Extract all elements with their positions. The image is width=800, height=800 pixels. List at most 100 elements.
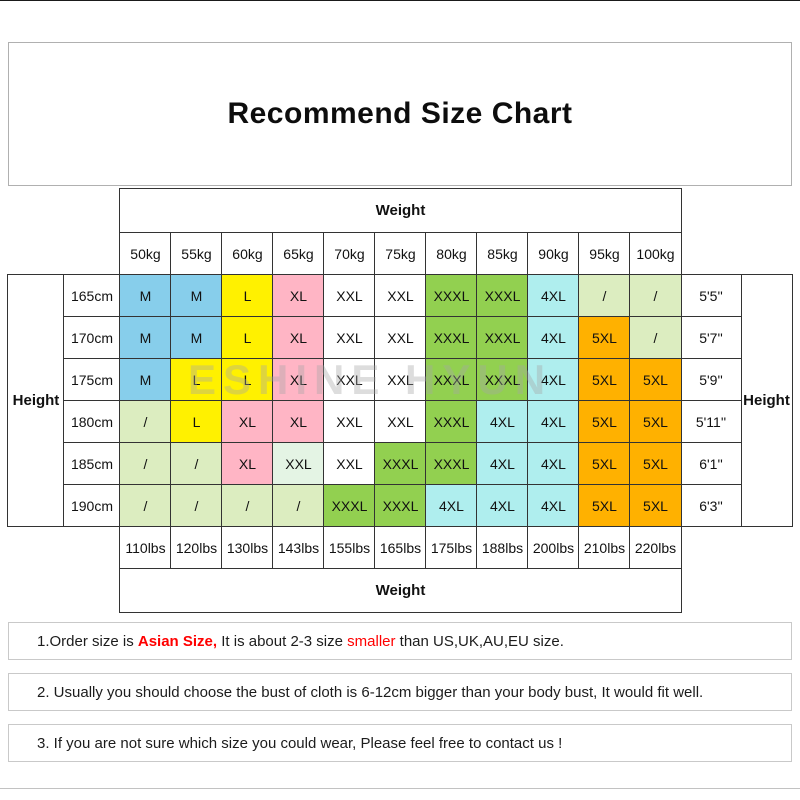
table-wrap: ESHINE HYUN Weight 50kg 55kg 60kg 65kg 70kg 75… xyxy=(0,188,800,613)
note-text-segment: smaller xyxy=(347,632,396,650)
note-text-segment: Asian Size, xyxy=(137,632,218,650)
note-2: 2. Usually you should choose the bust of… xyxy=(8,673,792,711)
size-cell: L xyxy=(221,274,274,317)
size-cell: L xyxy=(221,316,274,359)
size-cell: / xyxy=(221,484,274,527)
size-cell: 4XL xyxy=(527,274,580,317)
size-cell: 4XL xyxy=(476,484,529,527)
size-cell: 5XL xyxy=(578,358,631,401)
kg-header-cell: 70kg xyxy=(323,232,376,275)
size-cell: XL xyxy=(221,400,274,443)
bottom-border-line xyxy=(0,788,800,789)
note-3: 3. If you are not sure which size you co… xyxy=(8,724,792,762)
lbs-header-cell: 220lbs xyxy=(629,526,682,569)
note-text-segment: 2. Usually you should choose the bust of… xyxy=(37,683,704,701)
size-cell: XXL xyxy=(323,400,376,443)
size-cell: M xyxy=(119,316,172,359)
page-title: Recommend Size Chart xyxy=(227,97,573,130)
size-cell: XL xyxy=(272,274,325,317)
weight-header-bottom: Weight xyxy=(119,568,682,613)
size-cell: / xyxy=(119,484,172,527)
size-cell: M xyxy=(170,274,223,317)
height-cm-cell: 165cm xyxy=(63,274,121,317)
corner-bottom-right xyxy=(681,526,792,613)
size-cell: XL xyxy=(272,358,325,401)
size-cell: / xyxy=(170,442,223,485)
lbs-header-cell: 210lbs xyxy=(578,526,631,569)
size-cell: XXL xyxy=(374,274,427,317)
lbs-header-cell: 175lbs xyxy=(425,526,478,569)
kg-header-cell: 80kg xyxy=(425,232,478,275)
size-cell: 4XL xyxy=(476,400,529,443)
size-cell: XL xyxy=(221,442,274,485)
lbs-header-cell: 130lbs xyxy=(221,526,274,569)
size-cell: 5XL xyxy=(578,442,631,485)
notes-section: 1.Order size is Asian Size, It is about … xyxy=(0,622,800,762)
size-cell: 4XL xyxy=(527,358,580,401)
size-cell: XXXL xyxy=(425,274,478,317)
size-cell: 4XL xyxy=(527,400,580,443)
kg-header-cell: 90kg xyxy=(527,232,580,275)
height-cm-cell: 170cm xyxy=(63,316,121,359)
height-ft-cell: 5'11'' xyxy=(680,400,742,443)
height-cm-cell: 180cm xyxy=(63,400,121,443)
size-cell: 4XL xyxy=(476,442,529,485)
kg-header-cell: 50kg xyxy=(119,232,172,275)
note-1: 1.Order size is Asian Size, It is about … xyxy=(8,622,792,660)
height-cm-cell: 190cm xyxy=(63,484,121,527)
lbs-header-cell: 143lbs xyxy=(272,526,325,569)
size-table-body: Weight 50kg 55kg 60kg 65kg 70kg 75kg 80kg 85kg 90… xyxy=(7,188,793,613)
size-cell: XXL xyxy=(323,442,376,485)
size-cell: XXXL xyxy=(374,442,427,485)
size-cell: XXL xyxy=(323,274,376,317)
corner-bottom-left xyxy=(7,526,120,613)
height-ft-cell: 5'5'' xyxy=(680,274,742,317)
size-chart-table: Weight 50kg 55kg 60kg 65kg 70kg 75kg 80kg 85kg 90… xyxy=(7,188,793,613)
size-cell: XXXL xyxy=(425,400,478,443)
note-text-segment: 1.Order size is xyxy=(37,632,138,650)
size-cell: L xyxy=(221,358,274,401)
height-header-right: Height xyxy=(740,274,793,527)
size-cell: XL xyxy=(272,316,325,359)
size-cell: XXL xyxy=(374,400,427,443)
size-cell: 5XL xyxy=(578,316,631,359)
size-cell: 4XL xyxy=(527,442,580,485)
size-cell: L xyxy=(170,358,223,401)
lbs-header-cell: 165lbs xyxy=(374,526,427,569)
size-cell: 4XL xyxy=(425,484,478,527)
size-cell: 5XL xyxy=(629,400,682,443)
size-cell: 4XL xyxy=(527,484,580,527)
size-cell: XXL xyxy=(374,358,427,401)
kg-header-cell: 60kg xyxy=(221,232,274,275)
size-cell: XXXL xyxy=(476,274,529,317)
title-box: Recommend Size Chart xyxy=(8,42,792,186)
size-cell: 5XL xyxy=(578,400,631,443)
size-cell: M xyxy=(170,316,223,359)
size-cell: XXL xyxy=(323,316,376,359)
corner-top-left xyxy=(7,188,120,275)
height-header-left: Height xyxy=(7,274,65,527)
lbs-header-cell: 188lbs xyxy=(476,526,529,569)
height-cm-cell: 185cm xyxy=(63,442,121,485)
size-cell: 5XL xyxy=(629,358,682,401)
kg-header-cell: 65kg xyxy=(272,232,325,275)
size-cell: XXXL xyxy=(425,442,478,485)
size-cell: 5XL xyxy=(629,484,682,527)
size-cell: / xyxy=(170,484,223,527)
size-cell: L xyxy=(170,400,223,443)
size-cell: M xyxy=(119,358,172,401)
height-ft-cell: 6'3'' xyxy=(680,484,742,527)
kg-header-cell: 95kg xyxy=(578,232,631,275)
size-cell: / xyxy=(119,442,172,485)
size-cell: XXXL xyxy=(425,358,478,401)
size-cell: / xyxy=(629,316,682,359)
lbs-header-cell: 120lbs xyxy=(170,526,223,569)
size-cell: XXXL xyxy=(476,316,529,359)
note-text-segment: than US,UK,AU,EU size. xyxy=(395,632,564,650)
size-cell: / xyxy=(272,484,325,527)
size-cell: XXL xyxy=(323,358,376,401)
size-cell: / xyxy=(578,274,631,317)
lbs-header-cell: 200lbs xyxy=(527,526,580,569)
size-cell: 5XL xyxy=(629,442,682,485)
